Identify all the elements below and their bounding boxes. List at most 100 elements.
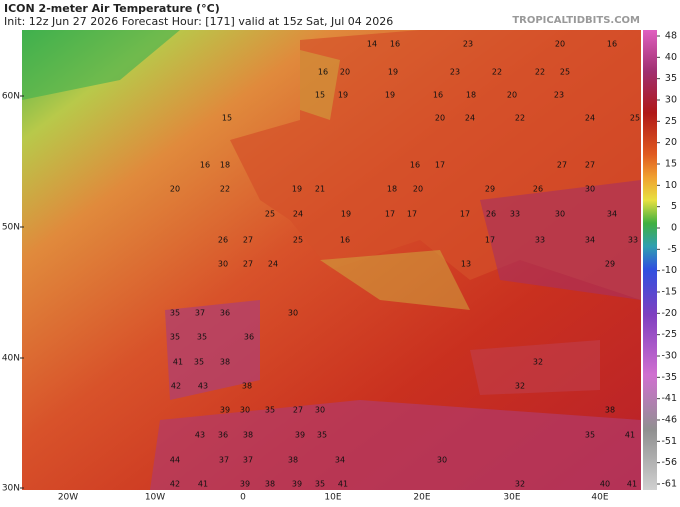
temperature-label: 35 — [317, 431, 327, 440]
temperature-label: 22 — [492, 68, 502, 77]
temperature-label: 25 — [630, 114, 640, 123]
temperature-label: 42 — [171, 382, 181, 391]
longitude-label: 20E — [413, 493, 430, 503]
temperature-label: 22 — [535, 68, 545, 77]
temperature-label: 19 — [385, 91, 395, 100]
longitude-label: 30E — [503, 493, 520, 503]
temperature-label: 18 — [387, 185, 397, 194]
colorbar-tick-label: 15 — [665, 159, 677, 170]
temperature-label: 15 — [222, 114, 232, 123]
temperature-label: 21 — [315, 185, 325, 194]
temperature-label: 17 — [460, 210, 470, 219]
temperature-label: 23 — [554, 91, 564, 100]
temperature-label: 13 — [461, 260, 471, 269]
colorbar-tick-label: 35 — [665, 73, 677, 84]
temperature-label: 27 — [243, 260, 253, 269]
colorbar-tick-label: -10 — [661, 265, 677, 276]
latitude-label: 40N — [2, 354, 20, 364]
temperature-label: 38 — [265, 480, 275, 489]
colorbar-tick-label: 48 — [665, 31, 677, 42]
land-russia — [480, 180, 641, 300]
temperature-label: 34 — [335, 456, 345, 465]
temperature-label: 30 — [437, 456, 447, 465]
temperature-label: 41 — [198, 480, 208, 489]
longitude-label: 20W — [58, 493, 78, 503]
temperature-label: 30 — [555, 210, 565, 219]
colorbar-tick-label: -20 — [661, 308, 677, 319]
colorbar-tick-label: 0 — [671, 223, 677, 234]
temperature-label: 19 — [338, 91, 348, 100]
temperature-label: 17 — [485, 236, 495, 245]
colorbar — [643, 30, 657, 490]
temperature-label: 30 — [240, 406, 250, 415]
temperature-label: 36 — [244, 333, 254, 342]
temperature-label: 22 — [220, 185, 230, 194]
temperature-label: 44 — [170, 456, 180, 465]
temperature-label: 25 — [265, 210, 275, 219]
longitude-label: 10E — [324, 493, 341, 503]
temperature-label: 41 — [173, 358, 183, 367]
temperature-label: 35 — [170, 309, 180, 318]
colorbar-tick-label: -61 — [661, 479, 677, 490]
map — [22, 30, 641, 490]
temperature-label: 38 — [605, 406, 615, 415]
land-iberia — [165, 300, 260, 400]
temperature-label: 29 — [485, 185, 495, 194]
latitude-label: 50N — [2, 223, 20, 233]
colorbar-tick-label: 5 — [671, 201, 677, 212]
cool-atlantic — [22, 30, 180, 100]
land-africa — [150, 400, 641, 490]
temperature-label: 16 — [200, 161, 210, 170]
temperature-label: 32 — [533, 358, 543, 367]
colorbar-tick-label: -5 — [668, 244, 677, 255]
temperature-label: 35 — [585, 431, 595, 440]
colorbar-tick-label: -25 — [661, 329, 677, 340]
colorbar-tick-label: 40 — [665, 52, 677, 63]
colorbar-tick-label: -51 — [661, 436, 677, 447]
temperature-label: 15 — [315, 91, 325, 100]
temperature-label: 35 — [194, 358, 204, 367]
temperature-label: 16 — [410, 161, 420, 170]
temperature-label: 38 — [220, 358, 230, 367]
temperature-label: 32 — [515, 480, 525, 489]
temperature-label: 16 — [390, 40, 400, 49]
temperature-label: 38 — [243, 431, 253, 440]
temperature-label: 14 — [367, 40, 377, 49]
temperature-label: 19 — [341, 210, 351, 219]
temperature-label: 38 — [288, 456, 298, 465]
colorbar-tick-label: -30 — [661, 351, 677, 362]
temperature-label: 20 — [555, 40, 565, 49]
temperature-label: 25 — [293, 236, 303, 245]
temperature-label: 30 — [585, 185, 595, 194]
temperature-label: 33 — [510, 210, 520, 219]
temperature-label: 36 — [218, 431, 228, 440]
land-turkey — [470, 340, 600, 395]
longitude-label: 0 — [240, 493, 246, 503]
temperature-label: 18 — [466, 91, 476, 100]
temperature-label: 24 — [585, 114, 595, 123]
temperature-label: 41 — [338, 480, 348, 489]
source: TROPICALTIDBITS.COM — [512, 15, 640, 26]
temperature-label: 39 — [240, 480, 250, 489]
temperature-label: 38 — [242, 382, 252, 391]
temperature-label: 43 — [198, 382, 208, 391]
latitude-label: 60N — [2, 92, 20, 102]
temperature-label: 16 — [340, 236, 350, 245]
temperature-label: 42 — [170, 480, 180, 489]
temperature-label: 33 — [535, 236, 545, 245]
temperature-label: 39 — [295, 431, 305, 440]
temperature-label: 37 — [219, 456, 229, 465]
temperature-label: 27 — [243, 236, 253, 245]
temperature-label: 25 — [560, 68, 570, 77]
subtitle: Init: 12z Jun 27 2026 Forecast Hour: [17… — [4, 15, 393, 28]
temperature-label: 36 — [220, 309, 230, 318]
temperature-label: 35 — [265, 406, 275, 415]
temperature-label: 37 — [243, 456, 253, 465]
colorbar-tick-label: 25 — [665, 116, 677, 127]
colorbar-tick-label: -15 — [661, 287, 677, 298]
temperature-label: 39 — [220, 406, 230, 415]
colorbar-tick-label: 20 — [665, 137, 677, 148]
colorbar-tick-label: 30 — [665, 95, 677, 106]
temperature-label: 16 — [318, 68, 328, 77]
temperature-label: 17 — [435, 161, 445, 170]
